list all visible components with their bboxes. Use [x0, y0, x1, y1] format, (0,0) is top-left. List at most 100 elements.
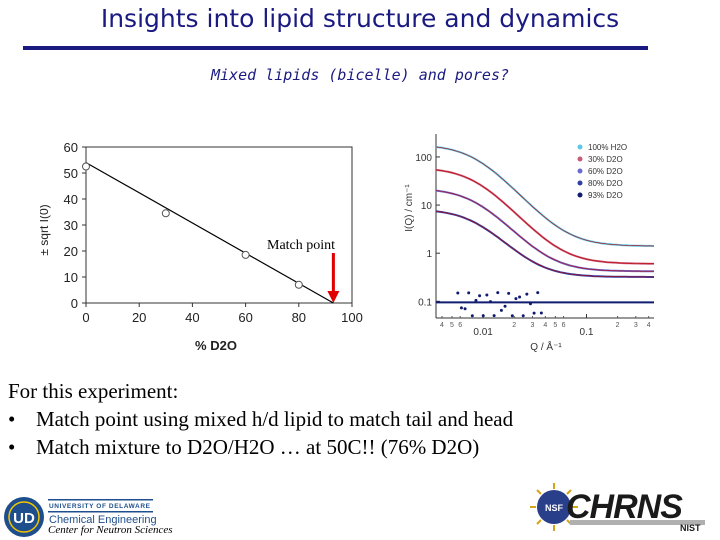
series-point	[532, 311, 536, 315]
data-point	[294, 280, 303, 289]
right-chart-legend: 100% H2O 30% D2O 60% D2O 80% D2O 93% D2O	[577, 143, 627, 200]
series-point	[470, 314, 474, 318]
series-point	[507, 291, 511, 295]
series-point	[492, 314, 496, 318]
series-point	[528, 302, 532, 306]
right-x-minor-label: 6	[562, 322, 566, 329]
left-chart-axes: 0 20 40 60 80 100 0 10 20 30 40 50 60	[64, 140, 363, 325]
left-x-tick-label: 0	[82, 310, 89, 325]
series-fit-line	[435, 169, 654, 264]
series-point	[474, 298, 478, 302]
series-fit-line	[435, 190, 654, 272]
right-x-tick-label: 0.01	[473, 327, 493, 338]
ud-department: Chemical Engineering	[49, 514, 157, 526]
series-line	[435, 189, 654, 273]
match-point-annotation: Match point	[267, 238, 335, 253]
series-fit-line	[435, 146, 655, 247]
right-x-minor-label: 2	[512, 322, 516, 329]
sunburst-icon	[530, 483, 578, 531]
legend-swatch	[577, 180, 583, 186]
body-text: For this experiment: • Match point using …	[8, 377, 708, 461]
bullet-2: • Match mixture to D2O/H2O … at 50C!! (76…	[8, 433, 708, 461]
series-point	[489, 300, 492, 304]
data-point	[82, 162, 90, 171]
university-of-delaware-logo: UD UNIVERSITY OF DELAWARE Chemical Engin…	[4, 497, 157, 537]
left-y-tick-label: 0	[71, 296, 78, 311]
right-x-minor-label: 5	[450, 322, 454, 329]
series-point	[510, 314, 514, 318]
legend-label: 93% D2O	[588, 191, 623, 200]
right-y-tick-label: 100	[415, 153, 432, 164]
legend-label: 60% D2O	[588, 167, 623, 176]
data-point	[161, 209, 170, 218]
series-point	[518, 295, 522, 299]
right-x-minor-label: 2	[616, 322, 620, 329]
right-x-minor-label: 4	[440, 322, 444, 329]
right-x-minor-label: 4	[543, 322, 547, 329]
right-chart-marks	[435, 145, 655, 318]
left-x-tick-label: 40	[185, 310, 199, 325]
contrast-match-chart: 0 20 40 60 80 100 0 10 20 30 40 50 60 % D2O ± sqrt I…	[40, 140, 363, 353]
left-x-tick-label: 60	[238, 310, 252, 325]
chrns-nist-logo: NSF CHRNS NIST	[530, 483, 705, 533]
series-point	[478, 294, 482, 298]
svg-text:NSF: NSF	[545, 503, 564, 513]
bullet-1: • Match point using mixed h/d lipid to ma…	[8, 405, 708, 433]
legend-label: 80% D2O	[588, 179, 623, 188]
ud-name: UNIVERSITY OF DELAWARE	[49, 503, 151, 510]
series-point	[496, 291, 500, 295]
legend-swatch	[577, 168, 583, 174]
series-point	[481, 314, 485, 318]
right-y-tick-label: 0.1	[418, 297, 432, 308]
left-y-tick-label: 50	[64, 166, 78, 181]
series-point	[463, 307, 467, 311]
fit-line	[85, 162, 334, 304]
right-y-axis-label: I(Q) / cm⁻¹	[404, 184, 415, 232]
right-x-minor-label: 4	[647, 322, 651, 329]
left-y-tick-label: 30	[64, 218, 78, 233]
legend-swatch	[577, 144, 583, 150]
bullet-1-text: Match point using mixed h/d lipid to mat…	[36, 407, 514, 431]
right-x-axis-label: Q / Å⁻¹	[530, 340, 562, 353]
nsf-globe-icon	[537, 490, 571, 524]
legend-swatch	[577, 192, 583, 198]
bullet-dot: •	[8, 407, 16, 431]
left-chart-marks	[82, 162, 340, 304]
left-y-tick-label: 20	[64, 244, 78, 259]
series-point	[499, 308, 503, 312]
series-point	[456, 291, 460, 295]
series-point	[521, 314, 525, 318]
series-point	[467, 291, 471, 295]
intro-line: For this experiment:	[8, 379, 179, 403]
left-y-axis-label: ± sqrt I(0)	[40, 204, 51, 255]
legend-label: 30% D2O	[588, 155, 623, 164]
series-point	[485, 293, 489, 297]
slide-subtitle: Mixed lipids (bicelle) and pores?	[210, 66, 509, 84]
series-point	[525, 292, 529, 296]
legend-label: 100% H2O	[588, 143, 627, 152]
right-x-minor-label: 6	[458, 322, 462, 329]
left-y-tick-label: 10	[64, 270, 78, 285]
match-point-arrowhead	[327, 291, 340, 303]
legend-swatch	[577, 156, 583, 162]
title-underline	[23, 46, 648, 50]
bullet-2-text: Match mixture to D2O/H2O … at 50C!! (76%…	[36, 435, 480, 459]
ud-monogram: UD	[13, 510, 35, 527]
right-x-minor-label: 3	[634, 322, 638, 329]
chrns-wordmark: CHRNS	[566, 488, 683, 526]
series-point	[459, 306, 463, 310]
left-y-tick-label: 60	[64, 140, 78, 155]
slide-title: Insights into lipid structure and dynami…	[100, 4, 620, 33]
right-y-tick-label: 10	[421, 201, 433, 212]
center-for-neutron-sciences-label: Center for Neutron Sciences	[48, 524, 173, 536]
series-point	[536, 291, 540, 295]
series-point	[503, 304, 507, 308]
left-x-tick-label: 100	[341, 310, 363, 325]
left-x-tick-label: 20	[132, 310, 146, 325]
series-fit-line	[435, 211, 654, 278]
nist-wordmark: NIST	[680, 523, 701, 533]
series-point	[514, 297, 518, 301]
left-y-tick-label: 40	[64, 192, 78, 207]
